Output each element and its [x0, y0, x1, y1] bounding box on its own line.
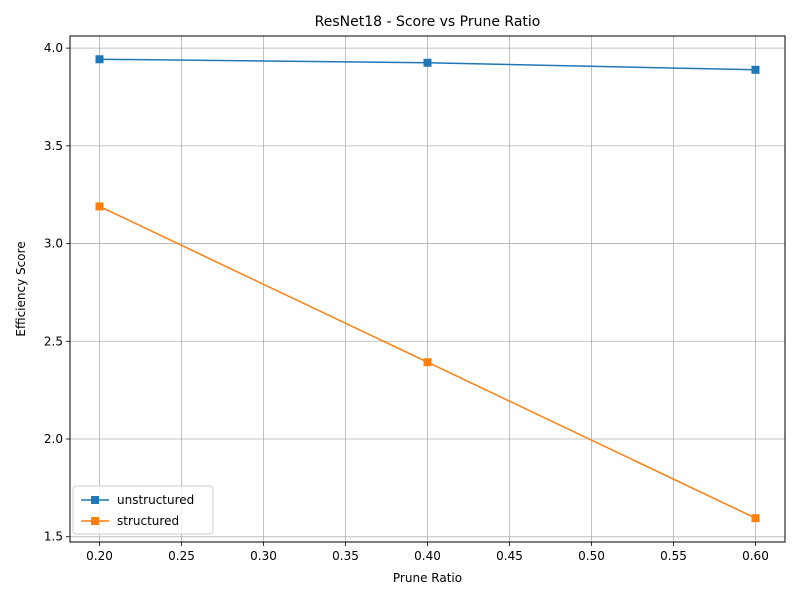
y-tick-label: 3.0: [44, 237, 63, 251]
data-point-structured: [751, 514, 760, 523]
x-axis-ticks: 0.20 0.25 0.30 0.35 0.40 0.45 0.50 0.55 0.60: [86, 542, 769, 563]
x-tick-label: 0.40: [414, 549, 441, 563]
data-point-unstructured: [751, 65, 760, 74]
x-tick-label: 0.30: [250, 549, 277, 563]
y-tick-label: 3.5: [44, 139, 63, 153]
legend-box: [72, 485, 214, 535]
legend: unstructured structured: [72, 485, 214, 535]
data-point-unstructured: [95, 55, 104, 64]
series-layer: [95, 55, 760, 523]
grid: [70, 36, 785, 542]
legend-marker-unstructured: [91, 496, 99, 504]
y-tick-label: 2.5: [44, 334, 63, 348]
legend-label-structured: structured: [117, 514, 179, 528]
y-tick-label: 4.0: [44, 41, 63, 55]
x-tick-label: 0.50: [578, 549, 605, 563]
legend-marker-structured: [91, 517, 99, 525]
y-axis-label: Efficiency Score: [14, 241, 28, 336]
x-tick-label: 0.35: [332, 549, 359, 563]
y-tick-label: 1.5: [44, 530, 63, 544]
y-axis-ticks: 1.5 2.0 2.5 3.0 3.5 4.0: [44, 41, 70, 544]
data-point-structured: [95, 202, 104, 211]
x-tick-label: 0.55: [660, 549, 687, 563]
x-tick-label: 0.45: [496, 549, 523, 563]
data-point-unstructured: [423, 58, 432, 67]
y-tick-label: 2.0: [44, 432, 63, 446]
x-tick-label: 0.60: [742, 549, 769, 563]
x-tick-label: 0.25: [168, 549, 195, 563]
x-axis-label: Prune Ratio: [393, 571, 462, 585]
chart-title: ResNet18 - Score vs Prune Ratio: [315, 14, 541, 30]
data-point-structured: [423, 358, 432, 367]
legend-label-unstructured: unstructured: [117, 493, 194, 507]
x-tick-label: 0.20: [86, 549, 113, 563]
